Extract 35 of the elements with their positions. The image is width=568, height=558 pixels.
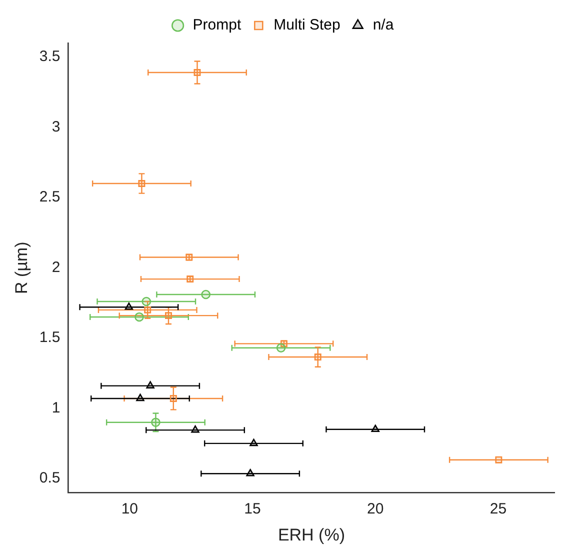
legend-label: Prompt	[192, 16, 242, 34]
point	[136, 394, 144, 402]
y-tick-label: 2	[52, 258, 60, 276]
point	[142, 296, 152, 306]
point	[201, 290, 210, 300]
point	[165, 312, 172, 320]
point	[276, 343, 286, 353]
x-tick-label: 15	[244, 500, 261, 518]
y-tick-label: 1.5	[39, 329, 60, 346]
point	[151, 418, 160, 427]
y-axis-title: R (µm)	[12, 242, 31, 294]
point	[146, 381, 154, 388]
legend-label: n/a	[372, 16, 394, 34]
point	[191, 425, 200, 433]
x-tick-label: 25	[490, 500, 507, 518]
y-tick-label: 2.5	[39, 188, 60, 206]
point	[495, 456, 502, 464]
y-tick-label: 3.5	[39, 48, 60, 66]
point	[170, 394, 177, 402]
point	[134, 312, 144, 322]
x-axis-title: ERH (%)	[278, 525, 346, 544]
point	[144, 306, 152, 314]
legend-label: Multi Step	[274, 16, 340, 34]
point	[138, 180, 146, 187]
point	[124, 302, 134, 310]
y-tick-label: 1	[52, 399, 60, 416]
point	[371, 424, 380, 432]
x-tick-label: 10	[121, 500, 138, 518]
point	[246, 468, 254, 476]
x-tick-label: 20	[367, 500, 384, 518]
y-tick-label: 3	[52, 118, 60, 136]
y-tick-label: 0.5	[39, 470, 60, 487]
point	[194, 69, 201, 76]
point	[250, 438, 258, 446]
point	[314, 354, 322, 360]
